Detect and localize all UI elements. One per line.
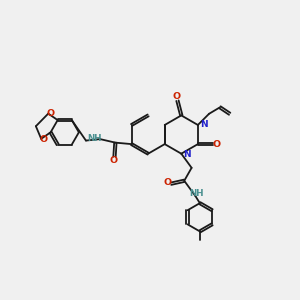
Text: O: O	[212, 140, 220, 148]
Text: O: O	[39, 135, 47, 144]
Text: N: N	[200, 120, 208, 129]
Text: N: N	[183, 150, 191, 159]
Text: O: O	[110, 156, 118, 165]
Text: NH: NH	[88, 134, 102, 143]
Text: O: O	[46, 109, 54, 118]
Text: NH: NH	[189, 189, 203, 198]
Text: O: O	[163, 178, 171, 187]
Text: O: O	[172, 92, 181, 101]
